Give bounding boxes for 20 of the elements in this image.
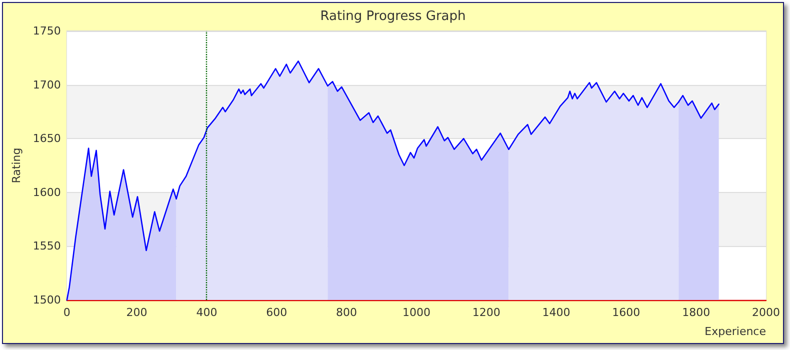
- x-tick-label: 1000: [402, 306, 430, 319]
- x-tick-label: 800: [336, 306, 358, 319]
- x-tick-label: 1600: [612, 306, 640, 319]
- y-tick-label: 1550: [32, 240, 61, 253]
- x-tick-label: 200: [126, 306, 148, 319]
- y-tick-label: 1700: [32, 78, 61, 92]
- y-axis-title: Rating: [10, 148, 23, 184]
- y-tick-label: 1600: [32, 186, 61, 199]
- x-tick-label: 0: [63, 306, 70, 319]
- x-tick-label: 2000: [752, 306, 780, 319]
- x-tick-label: 400: [196, 306, 218, 319]
- x-tick-label: 600: [266, 306, 288, 319]
- x-tick-label: 1400: [542, 306, 570, 319]
- chart-title: Rating Progress Graph: [320, 9, 466, 24]
- x-axis-title: Experience: [704, 325, 766, 338]
- x-tick-label: 1800: [682, 306, 710, 319]
- x-tick-label: 1200: [472, 306, 500, 319]
- y-tick-label: 1650: [32, 132, 61, 146]
- y-tick-label: 1750: [32, 24, 61, 38]
- y-tick-label: 1500: [32, 294, 61, 306]
